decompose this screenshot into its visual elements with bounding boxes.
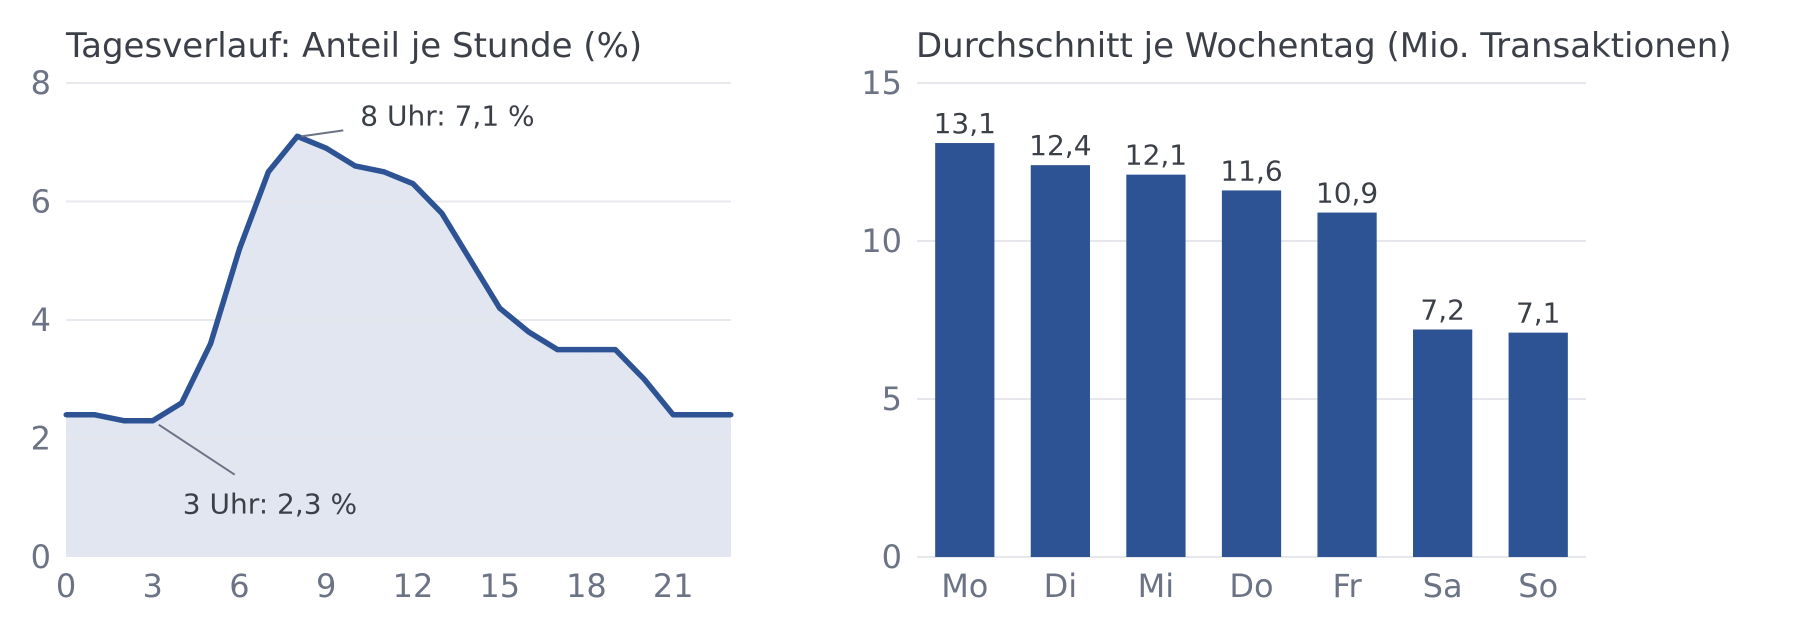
right-y-tick-label: 0 <box>882 538 902 576</box>
hourly-data-point <box>497 305 503 311</box>
hourly-data-point <box>63 412 69 418</box>
right-y-tick-label: 10 <box>861 222 902 260</box>
left-x-tick-label: 0 <box>56 567 76 605</box>
bar-value-label: 7,1 <box>1516 297 1561 330</box>
hourly-data-point <box>468 258 474 264</box>
right-x-tick-label: So <box>1518 567 1558 605</box>
hourly-data-point <box>641 376 647 382</box>
left-y-tick-label: 2 <box>31 420 51 458</box>
left-y-tick-label: 6 <box>31 183 51 221</box>
left-y-tick-label: 8 <box>31 64 51 102</box>
hourly-data-point <box>323 145 329 151</box>
right-x-tick-label: Di <box>1044 567 1078 605</box>
low-annotation: 3 Uhr: 2,3 % <box>183 488 357 521</box>
low-annotation-leader <box>158 423 236 476</box>
hourly-data-point <box>121 418 127 424</box>
left-x-tick-label: 9 <box>316 567 336 605</box>
hourly-data-point <box>439 210 445 216</box>
left-x-tick-label: 21 <box>653 567 694 605</box>
right-x-tick-label: Sa <box>1423 567 1463 605</box>
left-x-tick-label: 12 <box>393 567 434 605</box>
hourly-data-point <box>92 412 98 418</box>
right-x-tick-label: Mi <box>1138 567 1175 605</box>
bar-value-label: 12,4 <box>1029 129 1091 162</box>
bar-di <box>1030 165 1090 557</box>
bar-do <box>1221 190 1282 557</box>
right-y-tick-label: 15 <box>861 64 902 102</box>
hourly-data-point <box>208 341 214 347</box>
right-x-tick-label: Mo <box>941 567 988 605</box>
bar-value-label: 11,6 <box>1220 154 1282 187</box>
hourly-area-fill <box>66 136 731 557</box>
bar-value-label: 10,9 <box>1316 177 1378 210</box>
hourly-data-point <box>381 169 387 175</box>
hourly-data-point <box>555 347 561 353</box>
bar-mo <box>935 143 995 558</box>
hourly-data-point <box>294 133 300 139</box>
hourly-data-point <box>526 329 532 335</box>
right-chart-title: Durchschnitt je Wochentag (Mio. Transakt… <box>916 26 1732 66</box>
hourly-data-point <box>612 347 618 353</box>
hourly-data-point <box>410 181 416 187</box>
left-x-tick-label: 18 <box>566 567 607 605</box>
left-x-tick-label: 6 <box>229 567 249 605</box>
bar-value-label: 13,1 <box>934 107 996 140</box>
left-y-tick-label: 4 <box>31 301 51 339</box>
hourly-data-point <box>265 169 271 175</box>
hourly-series-line <box>66 133 731 424</box>
right-x-tick-label: Fr <box>1332 567 1362 605</box>
hourly-data-point <box>150 418 156 424</box>
left-x-tick-label: 3 <box>143 567 163 605</box>
peak-annotation: 8 Uhr: 7,1 % <box>360 99 534 132</box>
bar-sa <box>1413 329 1473 557</box>
left-y-tick-label: 0 <box>31 538 51 576</box>
right-x-tick-label: Do <box>1229 567 1273 605</box>
left-x-tick-label: 15 <box>479 567 520 605</box>
peak-annotation-leader <box>301 129 344 138</box>
hourly-share-chart: Tagesverlauf: Anteil je Stunde (%) 0 2 4 6 8… <box>31 26 734 605</box>
right-y-tick-label: 5 <box>882 380 902 418</box>
hourly-data-point <box>728 412 734 418</box>
hourly-data-point <box>352 163 358 169</box>
hourly-data-point <box>583 347 589 353</box>
hourly-data-point <box>179 400 185 406</box>
hourly-data-point <box>236 246 242 252</box>
bar-mi <box>1126 174 1186 557</box>
weekday-average-chart: Durchschnitt je Wochentag (Mio. Transakt… <box>861 26 1731 605</box>
bar-so <box>1508 332 1568 557</box>
bar-fr <box>1317 212 1377 557</box>
bar-value-label: 7,2 <box>1420 293 1465 326</box>
left-chart-title: Tagesverlauf: Anteil je Stunde (%) <box>65 26 642 66</box>
hourly-data-point <box>699 412 705 418</box>
hourly-data-point <box>670 412 676 418</box>
bar-value-label: 12,1 <box>1125 139 1187 172</box>
